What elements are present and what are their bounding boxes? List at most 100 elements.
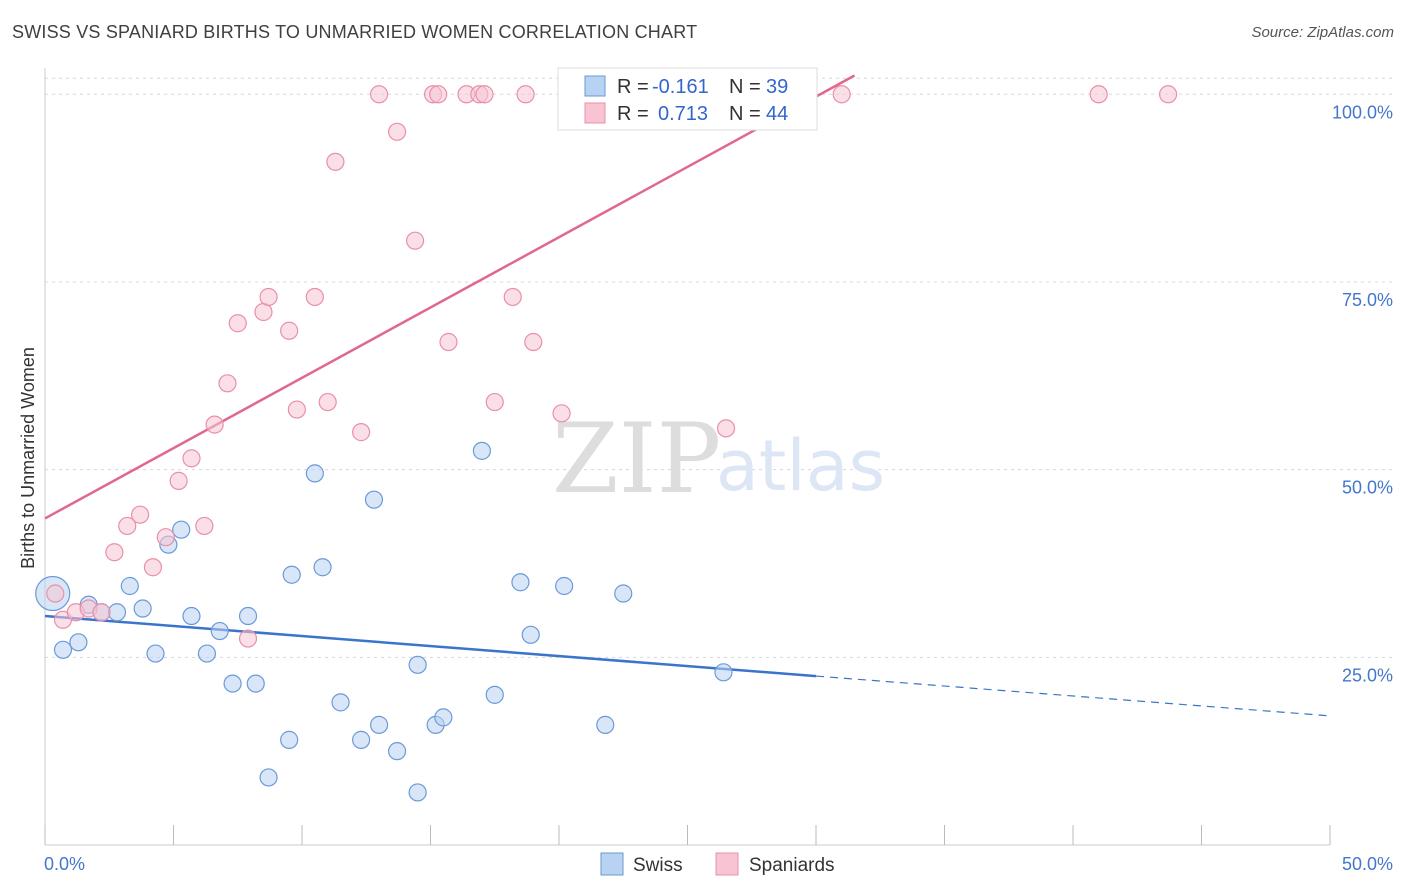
y-axis-label: Births to Unmarried Women bbox=[18, 347, 38, 569]
spaniard-point-11 bbox=[182, 449, 201, 468]
swiss-point-24 bbox=[364, 490, 384, 509]
spaniard-point-42 bbox=[1089, 85, 1108, 104]
spaniard-point-4 bbox=[92, 603, 111, 622]
swiss-point-34 bbox=[521, 625, 540, 644]
swiss-point-15 bbox=[238, 606, 258, 626]
watermark: ZIP atlas bbox=[552, 403, 885, 515]
spaniard-point-6 bbox=[118, 516, 137, 536]
swiss-point-38 bbox=[714, 663, 733, 682]
bottom-legend-swatch-spaniards bbox=[715, 852, 739, 876]
swiss-point-33 bbox=[511, 573, 530, 592]
spaniard-point-15 bbox=[228, 314, 247, 333]
x-tick-labels: 0.0% 50.0% bbox=[44, 854, 1393, 874]
swiss-point-26 bbox=[387, 742, 407, 761]
watermark-atlas: atlas bbox=[716, 425, 885, 507]
spaniard-point-21 bbox=[305, 287, 324, 307]
y-tick-label-3: 100.0% bbox=[1332, 102, 1393, 122]
swiss-point-22 bbox=[331, 693, 350, 712]
swiss-point-31 bbox=[472, 441, 491, 460]
y-tick-label-1: 50.0% bbox=[1342, 478, 1393, 498]
spaniard-point-30 bbox=[439, 332, 458, 352]
swiss-point-17 bbox=[259, 768, 278, 787]
swiss-point-27 bbox=[408, 783, 427, 802]
swiss-point-14 bbox=[223, 674, 242, 693]
grid-layer bbox=[45, 77, 1396, 658]
bottom-legend: Swiss Spaniards bbox=[600, 852, 835, 876]
spaniard-point-27 bbox=[405, 231, 425, 250]
spaniard-point-23 bbox=[326, 152, 345, 171]
legend-spaniards-n-label: N = bbox=[729, 103, 761, 125]
spaniard-point-14 bbox=[218, 374, 237, 393]
legend-spaniards-n-value: 44 bbox=[766, 103, 788, 125]
legend-spaniards-r-label: R = bbox=[617, 103, 649, 125]
chart-title: SWISS VS SPANIARD BIRTHS TO UNMARRIED WO… bbox=[12, 22, 698, 42]
swiss-point-21 bbox=[313, 558, 332, 577]
swiss-point-37 bbox=[614, 584, 633, 603]
spaniard-point-37 bbox=[524, 332, 543, 352]
spaniard-point-36 bbox=[516, 85, 535, 104]
spaniard-point-34 bbox=[485, 392, 504, 412]
swiss-point-16 bbox=[246, 674, 265, 693]
spaniard-point-17 bbox=[254, 302, 273, 322]
trend-layer bbox=[44, 74, 1331, 717]
spaniard-point-43 bbox=[1158, 85, 1178, 104]
spaniard-point-18 bbox=[259, 287, 278, 307]
swiss-point-23 bbox=[352, 730, 371, 749]
swiss-point-25 bbox=[370, 715, 389, 734]
spaniard-point-40 bbox=[716, 419, 736, 438]
swiss-point-19 bbox=[282, 565, 301, 584]
spaniard-point-0 bbox=[46, 584, 65, 603]
source-credit: Source: ZipAtlas.com bbox=[1251, 24, 1394, 41]
spaniard-point-12 bbox=[195, 516, 214, 536]
legend-spaniards-r-value: 0.713 bbox=[658, 103, 708, 125]
swiss-point-7 bbox=[133, 599, 152, 618]
spaniard-point-24 bbox=[352, 423, 371, 442]
swiss-point-30 bbox=[434, 708, 453, 727]
swiss-point-10 bbox=[172, 520, 191, 539]
swiss-point-13 bbox=[210, 621, 229, 641]
spaniard-point-33 bbox=[475, 85, 494, 104]
spaniard-point-8 bbox=[143, 558, 163, 577]
spaniard-point-25 bbox=[370, 85, 389, 104]
spaniard-point-41 bbox=[832, 85, 851, 104]
swiss-point-36 bbox=[596, 715, 615, 734]
swiss-point-6 bbox=[120, 576, 139, 596]
spaniard-point-20 bbox=[287, 400, 306, 419]
legend-swiss-r-value: -0.161 bbox=[652, 76, 709, 98]
x-tick-label-1: 50.0% bbox=[1342, 854, 1393, 874]
spaniard-point-9 bbox=[156, 528, 175, 547]
spaniard-point-26 bbox=[387, 122, 407, 141]
swiss-point-32 bbox=[485, 685, 504, 704]
swiss-point-2 bbox=[69, 633, 88, 652]
y-tick-label-0: 25.0% bbox=[1342, 665, 1393, 685]
swiss-point-5 bbox=[107, 603, 127, 622]
spaniard-point-5 bbox=[105, 543, 124, 562]
spaniard-point-38 bbox=[552, 404, 571, 423]
spaniard-point-13 bbox=[205, 415, 224, 434]
swiss-point-28 bbox=[408, 655, 427, 674]
bottom-legend-label-swiss: Swiss bbox=[633, 855, 683, 876]
swiss-point-18 bbox=[280, 730, 299, 749]
axes-layer bbox=[44, 68, 1331, 846]
y-tick-labels: 25.0% 50.0% 75.0% 100.0% bbox=[1332, 102, 1393, 685]
swiss-point-1 bbox=[53, 640, 73, 659]
y-tick-label-2: 75.0% bbox=[1342, 290, 1393, 310]
x-tick-label-0: 0.0% bbox=[44, 854, 85, 874]
spaniard-point-16 bbox=[238, 629, 258, 648]
swiss-point-20 bbox=[305, 464, 324, 483]
legend-swiss-r-label: R = bbox=[617, 76, 649, 98]
spaniard-point-22 bbox=[318, 392, 337, 412]
legend-swatch-swiss bbox=[584, 75, 606, 97]
swiss-point-8 bbox=[146, 644, 165, 663]
swiss-point-12 bbox=[197, 644, 217, 663]
swiss-point-11 bbox=[182, 606, 201, 626]
spaniard-point-29 bbox=[429, 85, 448, 104]
watermark-zip: ZIP bbox=[552, 403, 721, 515]
legend-swiss-n-value: 39 bbox=[766, 76, 788, 98]
bottom-legend-label-spaniards: Spaniards bbox=[749, 855, 835, 876]
spaniard-trend-line bbox=[44, 74, 856, 520]
legend-box: R = -0.161 N = 39 R = 0.713 N = 44 bbox=[557, 67, 818, 131]
bottom-legend-swatch-swiss bbox=[600, 852, 624, 876]
legend-swatch-spaniards bbox=[584, 102, 606, 124]
